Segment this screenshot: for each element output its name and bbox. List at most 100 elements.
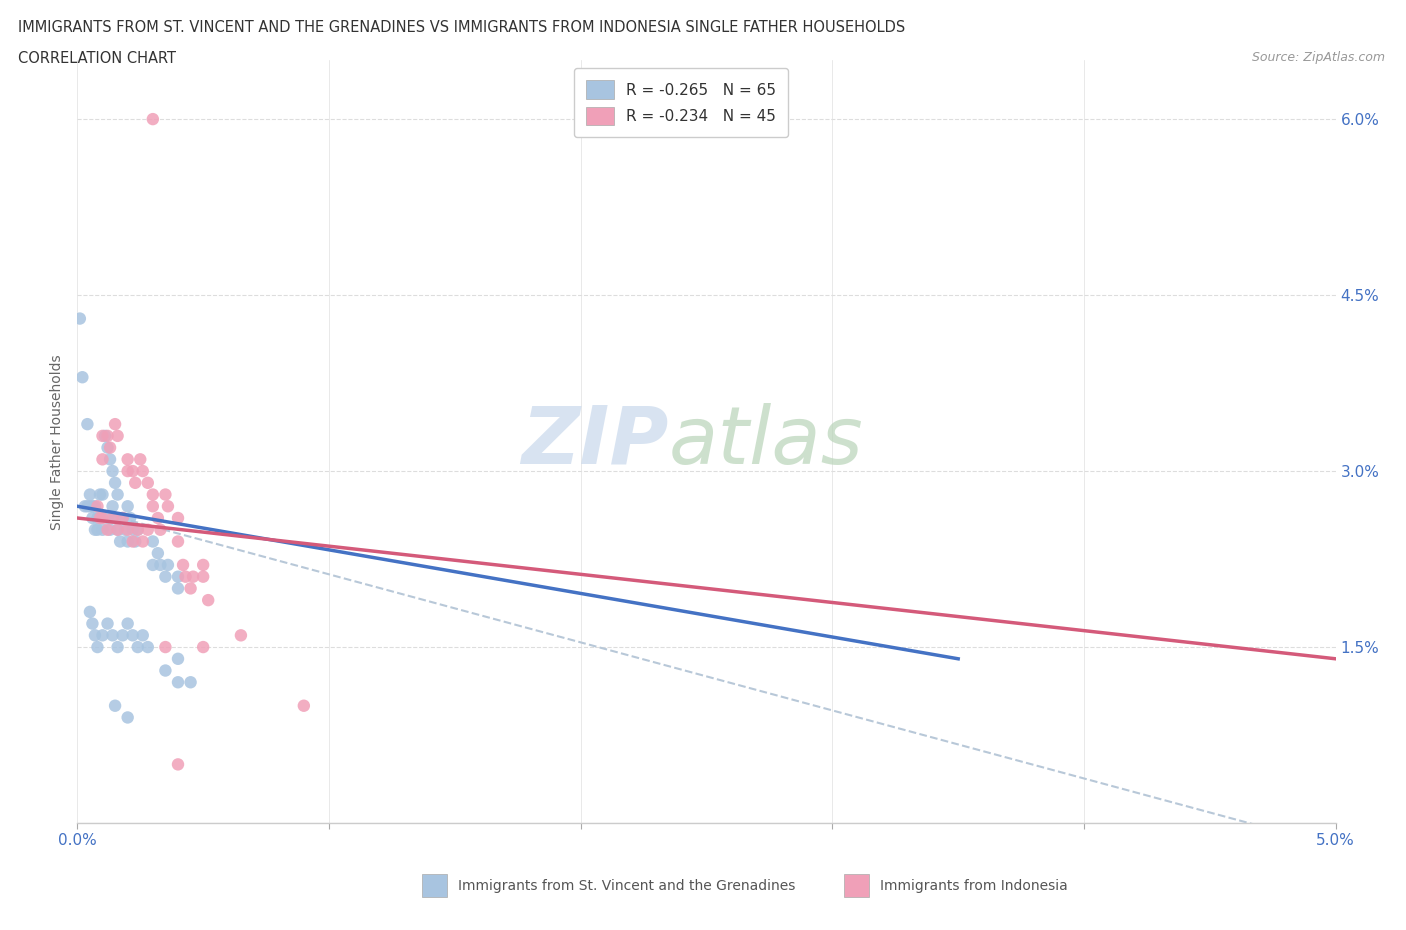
Point xyxy=(79,498,101,513)
Point xyxy=(167,569,190,584)
Point xyxy=(96,440,118,455)
Point xyxy=(96,429,118,444)
Point xyxy=(117,464,139,479)
Text: Immigrants from St. Vincent and the Grenadines: Immigrants from St. Vincent and the Gren… xyxy=(458,879,796,893)
Point xyxy=(107,523,129,538)
Text: ZIP: ZIP xyxy=(522,403,669,481)
Text: Immigrants from Indonesia: Immigrants from Indonesia xyxy=(880,879,1069,893)
Point xyxy=(114,523,136,538)
Point xyxy=(101,628,124,643)
Point xyxy=(107,429,129,444)
Point xyxy=(82,617,104,631)
Point xyxy=(117,498,139,513)
Point xyxy=(142,487,165,502)
Point xyxy=(91,452,114,467)
Point xyxy=(121,523,143,538)
Point xyxy=(79,487,101,502)
Point xyxy=(167,534,190,549)
Point xyxy=(136,475,159,490)
Point xyxy=(91,429,114,444)
Point xyxy=(155,640,177,655)
Point xyxy=(84,523,107,538)
Point xyxy=(111,511,134,525)
Point xyxy=(69,312,91,326)
Point xyxy=(91,523,114,538)
Point xyxy=(104,698,127,713)
Point xyxy=(156,498,179,513)
Point xyxy=(142,498,165,513)
Point xyxy=(107,523,129,538)
Point xyxy=(136,640,159,655)
Point xyxy=(91,487,114,502)
Point xyxy=(167,757,190,772)
Point xyxy=(91,628,114,643)
Point xyxy=(149,557,172,572)
Point xyxy=(111,628,134,643)
Point xyxy=(129,452,152,467)
Point xyxy=(84,498,107,513)
Point xyxy=(94,429,117,444)
Point xyxy=(172,557,194,572)
Point xyxy=(72,370,94,385)
Point xyxy=(117,710,139,724)
Point xyxy=(167,651,190,666)
Point xyxy=(82,511,104,525)
Point xyxy=(76,417,98,432)
Text: CORRELATION CHART: CORRELATION CHART xyxy=(18,51,176,66)
Point xyxy=(98,523,121,538)
Y-axis label: Single Father Households: Single Father Households xyxy=(51,354,65,529)
Point xyxy=(127,640,149,655)
Point xyxy=(167,675,190,690)
Text: Source: ZipAtlas.com: Source: ZipAtlas.com xyxy=(1251,51,1385,64)
Point xyxy=(117,523,139,538)
Point xyxy=(191,640,215,655)
Point xyxy=(96,523,118,538)
Point xyxy=(136,523,159,538)
Point xyxy=(98,452,121,467)
Point xyxy=(91,511,114,525)
Point xyxy=(174,569,197,584)
Point xyxy=(117,534,139,549)
Point xyxy=(156,557,179,572)
Text: IMMIGRANTS FROM ST. VINCENT AND THE GRENADINES VS IMMIGRANTS FROM INDONESIA SING: IMMIGRANTS FROM ST. VINCENT AND THE GREN… xyxy=(18,20,905,35)
Point xyxy=(121,628,143,643)
Point xyxy=(292,698,315,713)
Point xyxy=(101,498,124,513)
Point xyxy=(146,546,169,561)
Point xyxy=(86,523,108,538)
Point xyxy=(86,511,108,525)
Point xyxy=(84,628,107,643)
Point xyxy=(132,464,155,479)
Point xyxy=(117,617,139,631)
Point xyxy=(98,440,121,455)
Point xyxy=(124,475,146,490)
Point xyxy=(82,498,104,513)
Point xyxy=(146,511,169,525)
Point xyxy=(167,581,190,596)
Point xyxy=(79,604,101,619)
Point xyxy=(121,534,143,549)
Point xyxy=(107,640,129,655)
Legend: R = -0.265   N = 65, R = -0.234   N = 45: R = -0.265 N = 65, R = -0.234 N = 45 xyxy=(574,68,789,138)
Point xyxy=(167,511,190,525)
Point xyxy=(96,617,118,631)
Point xyxy=(86,640,108,655)
Point xyxy=(181,569,204,584)
Point xyxy=(104,417,127,432)
Point xyxy=(155,663,177,678)
Point xyxy=(127,523,149,538)
Point xyxy=(149,523,172,538)
Text: atlas: atlas xyxy=(669,403,863,481)
Point xyxy=(104,511,127,525)
Point xyxy=(127,523,149,538)
Point xyxy=(108,534,131,549)
Point xyxy=(155,487,177,502)
Point xyxy=(89,487,111,502)
Point xyxy=(120,511,142,525)
Point xyxy=(229,628,252,643)
Point xyxy=(117,452,139,467)
Point xyxy=(76,498,98,513)
Point xyxy=(191,569,215,584)
Point xyxy=(155,569,177,584)
Point xyxy=(101,511,124,525)
